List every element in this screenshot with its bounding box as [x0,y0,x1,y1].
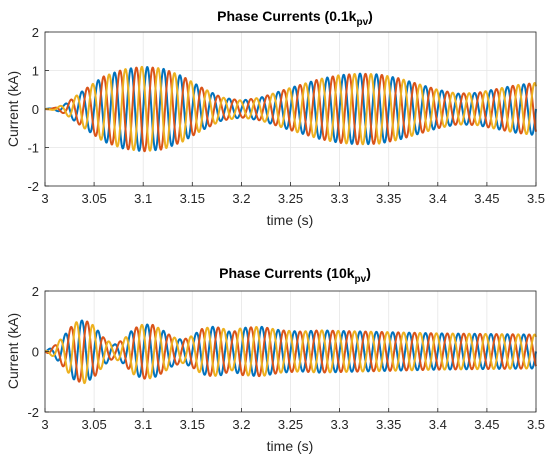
chart-1-y-ticks: -2 -1 0 1 2 [27,25,49,194]
x-tick-label: 3.3 [331,191,349,206]
chart-1-x-ticks: 3 3.05 3.1 3.15 3.2 3.25 3.3 3.35 3.4 3.45 3.5 [41,182,545,206]
x-tick-label: 3.15 [180,417,205,432]
x-tick-label: 3.05 [81,191,106,206]
x-tick-label: 3.4 [429,417,447,432]
x-tick-label: 3.3 [331,417,349,432]
phase-1-line [44,66,537,152]
y-tick-label: 1 [32,64,39,79]
x-tick-label: 3.25 [278,417,303,432]
x-tick-label: 3.35 [376,417,401,432]
chart-2-title: Phase Currents (10kpv) [219,265,371,285]
x-tick-label: 3.45 [474,417,499,432]
chart-1-title: Phase Currents (0.1kpv) [217,8,373,28]
x-tick-label: 3 [41,417,48,432]
chart-1-x-axis-label: time (s) [267,212,314,228]
x-tick-label: 3 [41,191,48,206]
y-tick-label: 2 [32,284,39,299]
phase-2-line [44,320,537,383]
chart-2-x-axis-label: time (s) [267,438,314,454]
chart-1: Phase Currents (0.1kpv) 3 3.05 3.1 3.15 3.2 3… [5,8,545,228]
chart-2-series [44,319,537,385]
x-tick-label: 3.45 [474,191,499,206]
x-tick-label: 3.5 [527,191,545,206]
phase-3-line [44,321,537,385]
chart-2-y-ticks: -2 0 2 [27,284,49,420]
chart-1-y-axis-label: Current (kA) [5,71,21,147]
phase-3-line [44,65,537,152]
chart-2-x-ticks: 3 3.05 3.1 3.15 3.2 3.25 3.3 3.35 3.4 3.45 3.5 [41,408,545,432]
chart-2: Phase Currents (10kpv) 3 3.05 3.1 3.15 3.2 3.… [5,265,545,454]
y-tick-label: 2 [32,25,39,40]
chart-1-series [44,65,537,153]
x-tick-label: 3.4 [429,191,447,206]
x-tick-label: 3.5 [527,417,545,432]
x-tick-label: 3.05 [81,417,106,432]
y-tick-label: -2 [27,405,39,420]
y-tick-label: -2 [27,179,39,194]
x-tick-label: 3.15 [180,191,205,206]
phase-1-line [44,319,537,381]
x-tick-label: 3.2 [232,417,250,432]
x-tick-label: 3.2 [232,191,250,206]
x-tick-label: 3.25 [278,191,303,206]
y-tick-label: 0 [32,102,39,117]
x-tick-label: 3.1 [134,417,152,432]
x-tick-label: 3.35 [376,191,401,206]
phase-2-line [44,66,537,153]
x-tick-label: 3.1 [134,191,152,206]
y-tick-label: -1 [27,141,39,156]
y-tick-label: 0 [32,345,39,360]
chart-2-y-axis-label: Current (kA) [5,313,21,389]
